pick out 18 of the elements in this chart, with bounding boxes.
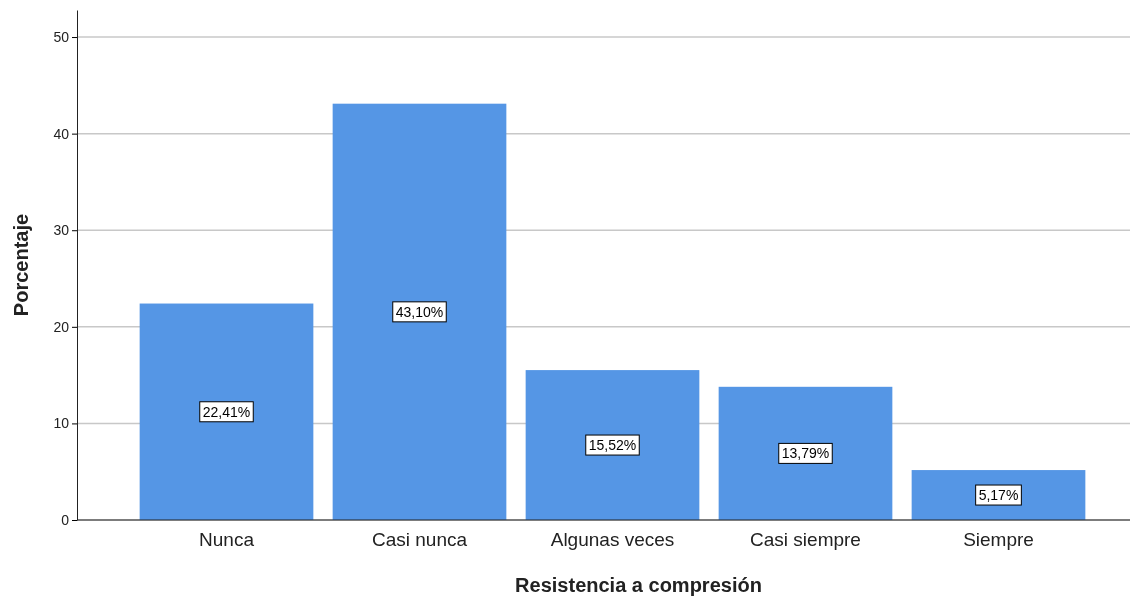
y-axis-title: Porcentaje [10,213,32,317]
y-tick-label: 40 [53,125,70,142]
x-tick-label: Nunca [199,528,255,550]
y-tick-label: 20 [53,318,70,335]
x-tick-label: Casi nunca [371,528,468,550]
bar [718,386,893,520]
x-tick-label: Casi siempre [750,528,861,550]
x-tick-label: Siempre [963,528,1034,550]
x-tick-label: Algunas veces [550,528,675,550]
bar [139,303,314,520]
bar [911,470,1086,520]
y-tick-label: 0 [61,511,70,528]
x-axis-title: Resistencia a compresión [515,574,762,596]
bar [332,103,507,520]
y-tick-label: 30 [53,222,70,239]
y-tick-label: 50 [53,29,70,46]
bar [525,370,700,520]
y-tick-label: 10 [53,415,70,432]
